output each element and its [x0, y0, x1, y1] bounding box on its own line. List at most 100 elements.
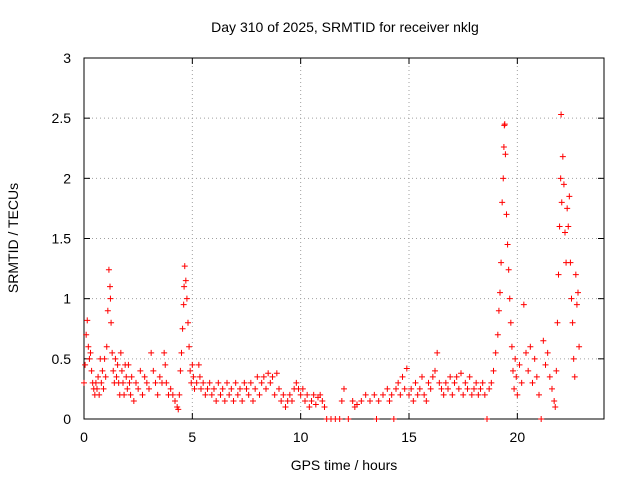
data-point — [531, 355, 538, 362]
data-point — [102, 373, 109, 380]
data-point — [191, 385, 198, 392]
grid-lines — [84, 58, 604, 419]
data-point — [267, 379, 274, 386]
data-point — [434, 349, 441, 356]
data-point — [516, 361, 523, 368]
data-point — [96, 391, 103, 398]
data-point — [139, 391, 146, 398]
data-point — [354, 401, 360, 408]
data-point — [512, 355, 519, 362]
data-point — [473, 379, 480, 386]
data-point — [117, 349, 124, 356]
data-point — [429, 373, 436, 380]
data-point — [114, 361, 121, 368]
data-point — [490, 367, 497, 374]
data-point — [87, 349, 94, 356]
data-point — [497, 289, 503, 296]
data-point — [546, 373, 553, 380]
data-point — [386, 397, 393, 404]
data-point — [232, 379, 239, 386]
data-point — [110, 367, 117, 374]
data-point — [187, 367, 194, 374]
data-point — [84, 317, 91, 324]
data-point — [536, 391, 542, 398]
data-point — [412, 379, 419, 386]
data-point — [172, 397, 178, 404]
data-point — [464, 385, 471, 392]
data-point — [208, 391, 215, 398]
data-point — [269, 373, 276, 380]
data-point — [401, 385, 408, 392]
data-point — [507, 319, 514, 326]
data-point — [319, 397, 326, 404]
data-point — [112, 355, 119, 362]
data-point — [167, 385, 174, 392]
data-point — [508, 343, 515, 350]
data-point — [148, 349, 155, 356]
data-point — [513, 373, 520, 380]
data-point — [105, 266, 112, 273]
data-point — [462, 379, 469, 386]
data-point — [554, 319, 561, 326]
data-point — [408, 385, 415, 392]
data-point — [460, 391, 467, 398]
data-point — [226, 391, 233, 398]
data-point — [486, 385, 493, 392]
data-point — [455, 385, 462, 392]
data-point — [195, 361, 202, 368]
data-point — [511, 385, 518, 392]
data-point — [217, 391, 224, 398]
x-tick-label: 0 — [80, 429, 88, 445]
data-point — [95, 373, 102, 380]
data-point — [137, 367, 144, 374]
data-point — [556, 223, 563, 230]
data-point — [520, 301, 527, 308]
data-point — [568, 295, 575, 302]
data-point — [263, 385, 269, 392]
data-point — [146, 385, 152, 392]
data-point — [525, 367, 532, 374]
data-point — [567, 259, 574, 266]
data-point — [265, 370, 272, 377]
data-point — [177, 367, 184, 374]
data-point — [306, 403, 313, 410]
data-point — [453, 373, 460, 380]
data-point — [432, 367, 438, 374]
data-point — [449, 391, 456, 398]
y-tick-label: 1 — [63, 291, 71, 307]
data-point — [416, 385, 423, 392]
data-point — [321, 403, 328, 410]
data-point — [156, 373, 163, 380]
data-point — [445, 385, 451, 392]
chart-title: Day 310 of 2025, SRMTID for receiver nkl… — [211, 19, 479, 35]
data-point — [188, 379, 195, 386]
data-point — [109, 349, 116, 356]
data-point — [505, 266, 512, 273]
data-point — [349, 397, 356, 404]
data-point — [399, 373, 406, 380]
data-point — [124, 385, 131, 392]
data-point — [338, 397, 345, 404]
data-point — [393, 385, 399, 392]
data-point — [239, 397, 246, 404]
data-point — [304, 391, 311, 398]
data-point — [302, 397, 308, 404]
data-point — [423, 397, 430, 404]
data-point — [570, 355, 577, 362]
data-point — [403, 365, 410, 372]
data-point — [341, 385, 347, 392]
y-tick-label: 2.5 — [52, 110, 72, 126]
data-point — [506, 295, 513, 302]
data-point — [308, 397, 315, 404]
data-point — [523, 349, 529, 356]
data-point — [215, 379, 222, 386]
data-point — [243, 385, 250, 392]
data-point — [293, 379, 300, 386]
data-point — [375, 397, 382, 404]
data-point — [83, 331, 90, 338]
data-point — [549, 385, 555, 392]
data-point — [380, 391, 386, 398]
data-point — [108, 319, 115, 326]
data-point — [118, 367, 125, 374]
